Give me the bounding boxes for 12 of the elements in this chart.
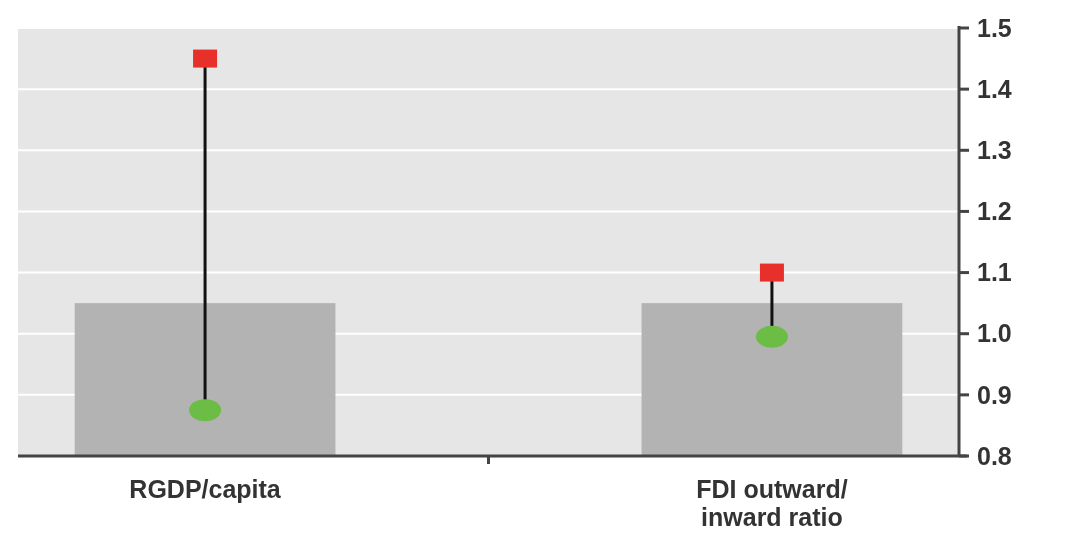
y-tick-label: 0.8: [977, 441, 1012, 470]
y-tick-label: 1.2: [977, 197, 1012, 226]
y-tick-label: 1.3: [977, 136, 1012, 165]
y-tick-label: 1.1: [977, 258, 1012, 287]
y-tick-label: 0.9: [977, 380, 1012, 409]
y-tick-label: 1.4: [977, 74, 1012, 103]
y-tick-label: 1.5: [977, 13, 1012, 42]
x-tick-label: FDI outward/ inward ratio: [696, 475, 848, 531]
point: [193, 49, 218, 68]
point: [759, 263, 784, 282]
y-tick-label: 1.0: [977, 319, 1012, 348]
x-tick-label: RGDP/capita: [129, 475, 282, 503]
